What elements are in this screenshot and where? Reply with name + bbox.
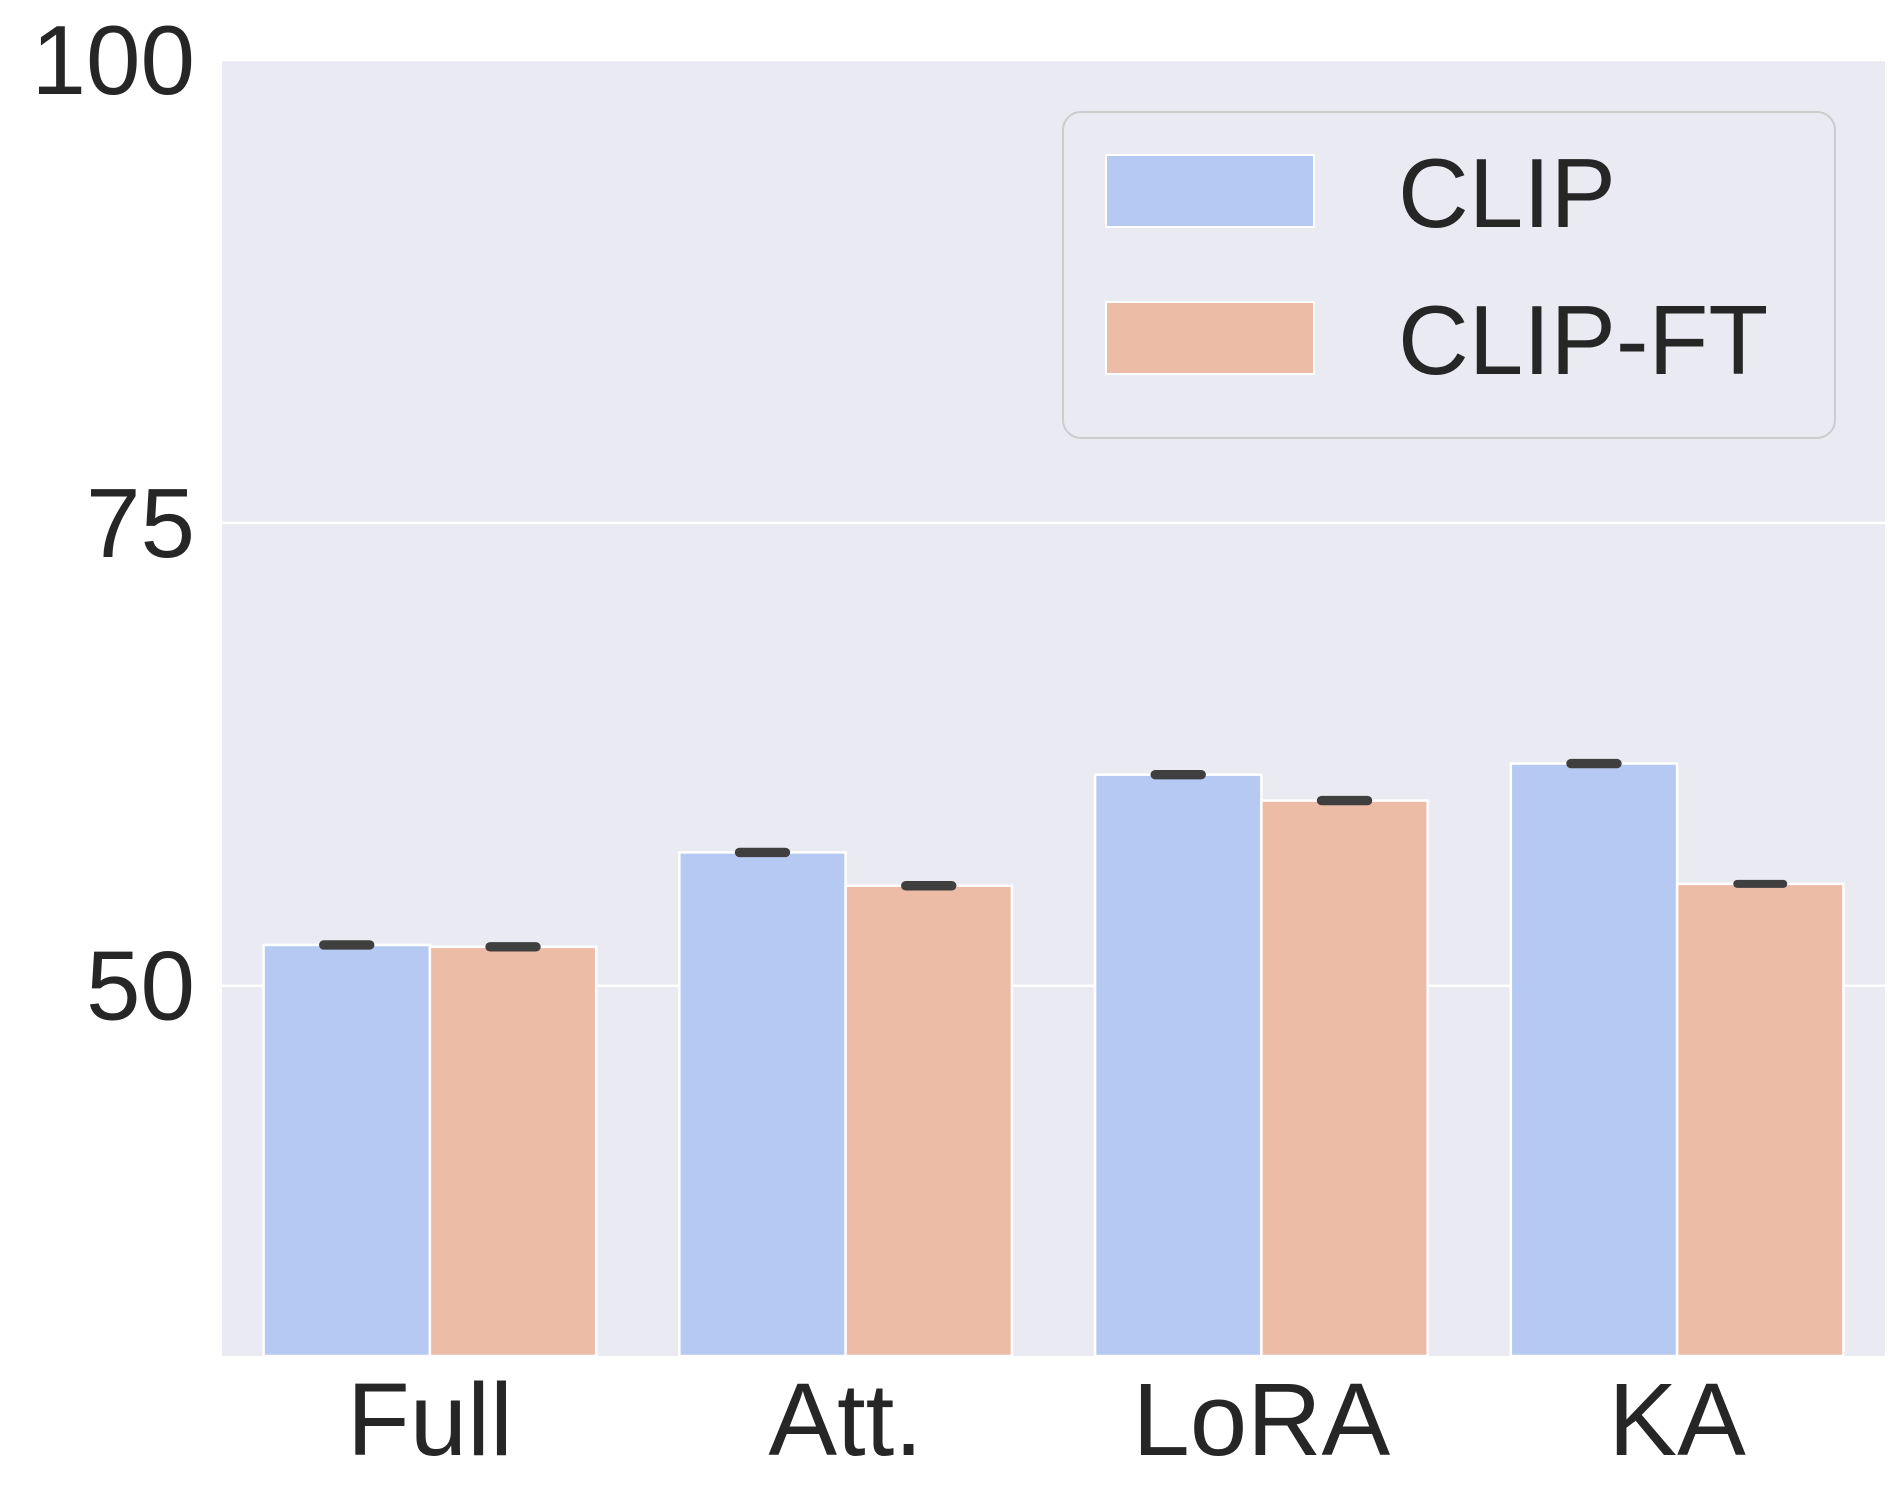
legend: CLIP CLIP-FT: [1062, 111, 1836, 439]
x-tick-label-ka: KA: [1608, 1362, 1746, 1477]
y-axis: 50 75 100: [31, 5, 195, 1041]
x-tick-label-lora: LoRA: [1133, 1362, 1391, 1477]
legend-swatch-clip: [1105, 154, 1315, 228]
bar-clip-att: [678, 851, 847, 1358]
x-tick-label-full: Full: [347, 1362, 513, 1477]
bar-clip-lora: [1093, 773, 1263, 1358]
legend-label-clip: CLIP: [1398, 138, 1616, 248]
x-tick-label-att: Att.: [768, 1362, 923, 1477]
y-tick-label-75: 75: [86, 468, 195, 578]
x-axis: Full Att. LoRA KA: [347, 1362, 1746, 1477]
bar-clip-ft-att: [844, 884, 1014, 1358]
bar-clip-full: [262, 943, 432, 1358]
legend-swatch-clip-ft: [1105, 301, 1315, 375]
legend-label-clip-ft: CLIP-FT: [1398, 285, 1768, 395]
bar-clip-ft-lora: [1260, 799, 1429, 1358]
y-tick-label-50: 50: [86, 931, 195, 1041]
bar-clip-ft-ka: [1675, 882, 1845, 1358]
y-tick-label-100: 100: [31, 5, 195, 115]
bar-clip-ft-full: [428, 945, 598, 1358]
error-bars: [319, 758, 1788, 952]
bar-clip-ka: [1509, 762, 1679, 1358]
